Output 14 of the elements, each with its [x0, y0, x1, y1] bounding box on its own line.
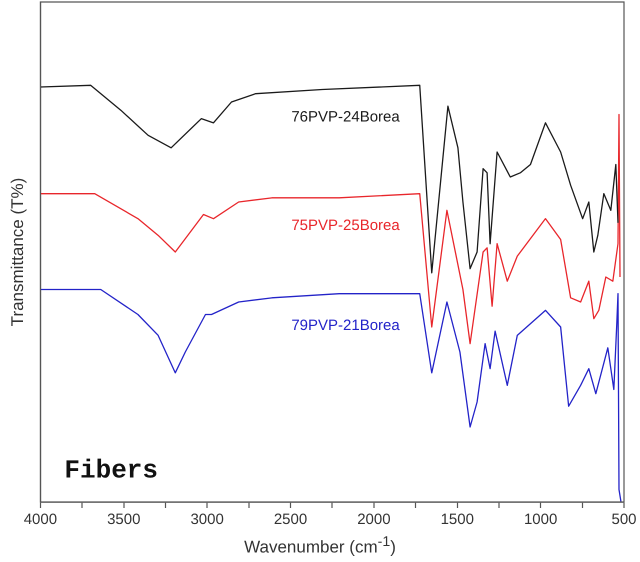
x-tick-label: 4000 — [24, 511, 58, 528]
y-axis-title: Transmittance (T%) — [8, 178, 27, 326]
x-tick-label: 2000 — [357, 511, 391, 528]
x-tick-label: 500 — [611, 511, 637, 528]
x-tick-label: 1500 — [440, 511, 474, 528]
series-label: 75PVP-25Borea — [291, 216, 400, 234]
x-tick-label: 2500 — [274, 511, 308, 528]
series-label: 76PVP-24Borea — [291, 108, 400, 126]
x-tick-label: 3000 — [190, 511, 224, 528]
x-axis-title: Wavenumber (cm$^{-1}$) — [243, 534, 397, 558]
series-label: 79PVP-21Borea — [291, 316, 400, 334]
x-tick-label: 1000 — [524, 511, 558, 528]
annotation: Fibers — [64, 456, 158, 486]
x-tick-label: 3500 — [107, 511, 140, 528]
